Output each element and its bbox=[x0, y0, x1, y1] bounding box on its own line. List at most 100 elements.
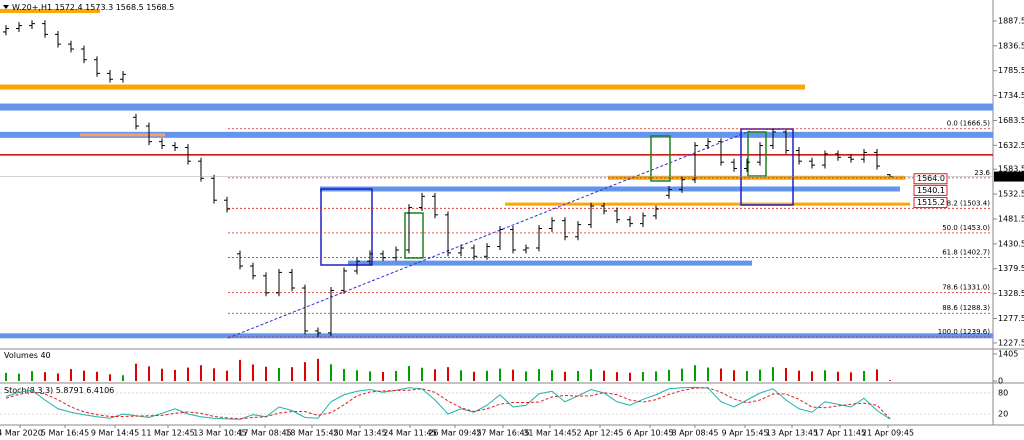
volume-bar bbox=[694, 365, 696, 381]
volume-bar bbox=[265, 366, 267, 381]
volume-bar bbox=[135, 363, 137, 381]
volume-bar bbox=[369, 371, 371, 381]
volume-bar bbox=[252, 364, 254, 381]
price-label: 1540.1 bbox=[917, 186, 945, 195]
price-label: 1564.0 bbox=[917, 174, 945, 183]
volume-bar bbox=[213, 368, 215, 381]
x-tick-label: 2 Apr 12:45 bbox=[576, 429, 623, 438]
volume-bar bbox=[291, 367, 293, 381]
volume-bar bbox=[720, 368, 722, 381]
y-tick-label: 1887.5 bbox=[998, 16, 1024, 25]
volume-bar bbox=[811, 371, 813, 381]
x-tick-label: 17 Apr 11:45 bbox=[814, 429, 866, 438]
fib-label: 88.6 (1288.3) bbox=[942, 304, 990, 312]
x-tick-label: 18 Mar 15:45 bbox=[285, 429, 338, 438]
box bbox=[404, 212, 424, 259]
y-tick-label: 0 bbox=[998, 377, 1003, 386]
zone bbox=[0, 103, 993, 111]
volume-bar bbox=[382, 371, 384, 381]
volume-bar bbox=[18, 373, 20, 381]
volume-bar bbox=[616, 372, 618, 381]
zone bbox=[348, 260, 752, 266]
chart-title: W.20+,H1 1572.4 1573.3 1568.5 1568.5 bbox=[12, 3, 174, 12]
zone bbox=[0, 131, 993, 138]
volume-bar bbox=[109, 374, 111, 381]
volume-bar bbox=[44, 372, 46, 381]
volume-bar bbox=[486, 370, 488, 381]
volume-bar bbox=[499, 368, 501, 381]
volume-bar bbox=[343, 369, 345, 381]
volume-bar bbox=[278, 367, 280, 381]
y-tick-label: 1430.5 bbox=[998, 239, 1024, 248]
y-tick-label: 1481.5 bbox=[998, 214, 1024, 223]
volume-bar bbox=[447, 367, 449, 381]
menu-arrow[interactable] bbox=[3, 5, 9, 9]
volume-bar bbox=[434, 369, 436, 381]
box bbox=[740, 128, 794, 206]
y-tick-label: 1734.5 bbox=[998, 91, 1024, 100]
y-tick-label: 1632.5 bbox=[998, 141, 1024, 150]
volume-bar bbox=[798, 370, 800, 381]
volume-bar bbox=[876, 369, 878, 381]
volume-bar bbox=[239, 359, 241, 381]
volume-bar bbox=[83, 370, 85, 381]
zone bbox=[505, 202, 910, 206]
volume-bar bbox=[772, 367, 774, 381]
fib-label: 61.8 (1402.7) bbox=[942, 248, 990, 256]
volume-bar bbox=[473, 371, 475, 381]
volume-bar bbox=[525, 371, 527, 381]
volume-bar bbox=[889, 380, 891, 381]
volume-bar bbox=[304, 362, 306, 381]
volume-bar bbox=[629, 372, 631, 381]
volume-bar bbox=[174, 369, 176, 381]
fib-label: 100.0 (1239.6) bbox=[938, 328, 990, 336]
y-tick-label: 1227.5 bbox=[998, 338, 1024, 347]
volume-bar bbox=[5, 372, 7, 381]
x-tick-label: 8 Apr 08:45 bbox=[671, 429, 718, 438]
volume-bar bbox=[733, 370, 735, 381]
current-price-label: 1568.5 bbox=[997, 172, 1024, 181]
x-tick-label: 11 Mar 12:45 bbox=[141, 429, 194, 438]
y-tick-label: 1379.5 bbox=[998, 264, 1024, 273]
volume-bar bbox=[226, 370, 228, 381]
volume-bar bbox=[642, 371, 644, 381]
volume-bar bbox=[577, 371, 579, 381]
volume-bar bbox=[356, 370, 358, 381]
volume-bar bbox=[863, 371, 865, 381]
y-tick-label: 1532.5 bbox=[998, 190, 1024, 199]
y-tick-label: 1836.5 bbox=[998, 41, 1024, 50]
volume-bar bbox=[759, 369, 761, 381]
zone bbox=[320, 186, 900, 192]
zone bbox=[80, 133, 165, 137]
trend-line bbox=[227, 130, 751, 339]
volume-bar bbox=[564, 371, 566, 381]
x-tick-label: 31 Mar 14:45 bbox=[523, 429, 576, 438]
volume-bar bbox=[317, 358, 319, 381]
x-tick-label: 21 Apr 09:45 bbox=[862, 429, 914, 438]
volume-bar bbox=[681, 368, 683, 381]
volume-bar bbox=[460, 370, 462, 381]
box bbox=[320, 188, 373, 266]
x-tick-label: 6 Apr 10:45 bbox=[626, 429, 673, 438]
stoch-line bbox=[5, 387, 891, 420]
y-tick-label: 1683.5 bbox=[998, 116, 1024, 125]
fib-label: 50.0 (1453.0) bbox=[942, 224, 990, 232]
y-tick-label: 1785.5 bbox=[998, 66, 1024, 75]
price-label-box bbox=[913, 184, 948, 196]
price-label-box bbox=[913, 173, 948, 185]
y-tick-label: 80 bbox=[998, 389, 1008, 398]
volume-bar bbox=[603, 370, 605, 381]
volume-bar bbox=[187, 367, 189, 381]
x-tick-label: 24 Mar 11:45 bbox=[383, 429, 436, 438]
zone bbox=[0, 154, 993, 156]
volume-bar bbox=[837, 371, 839, 381]
price-label-box bbox=[913, 197, 948, 209]
x-tick-label: 13 Apr 13:45 bbox=[766, 429, 818, 438]
volume-bar bbox=[395, 371, 397, 381]
volume-bar bbox=[538, 369, 540, 381]
volume-bar bbox=[200, 365, 202, 381]
volume-bar bbox=[408, 366, 410, 381]
volume-bar bbox=[70, 369, 72, 381]
fib-label: 38.2 (1503.4) bbox=[942, 199, 990, 207]
